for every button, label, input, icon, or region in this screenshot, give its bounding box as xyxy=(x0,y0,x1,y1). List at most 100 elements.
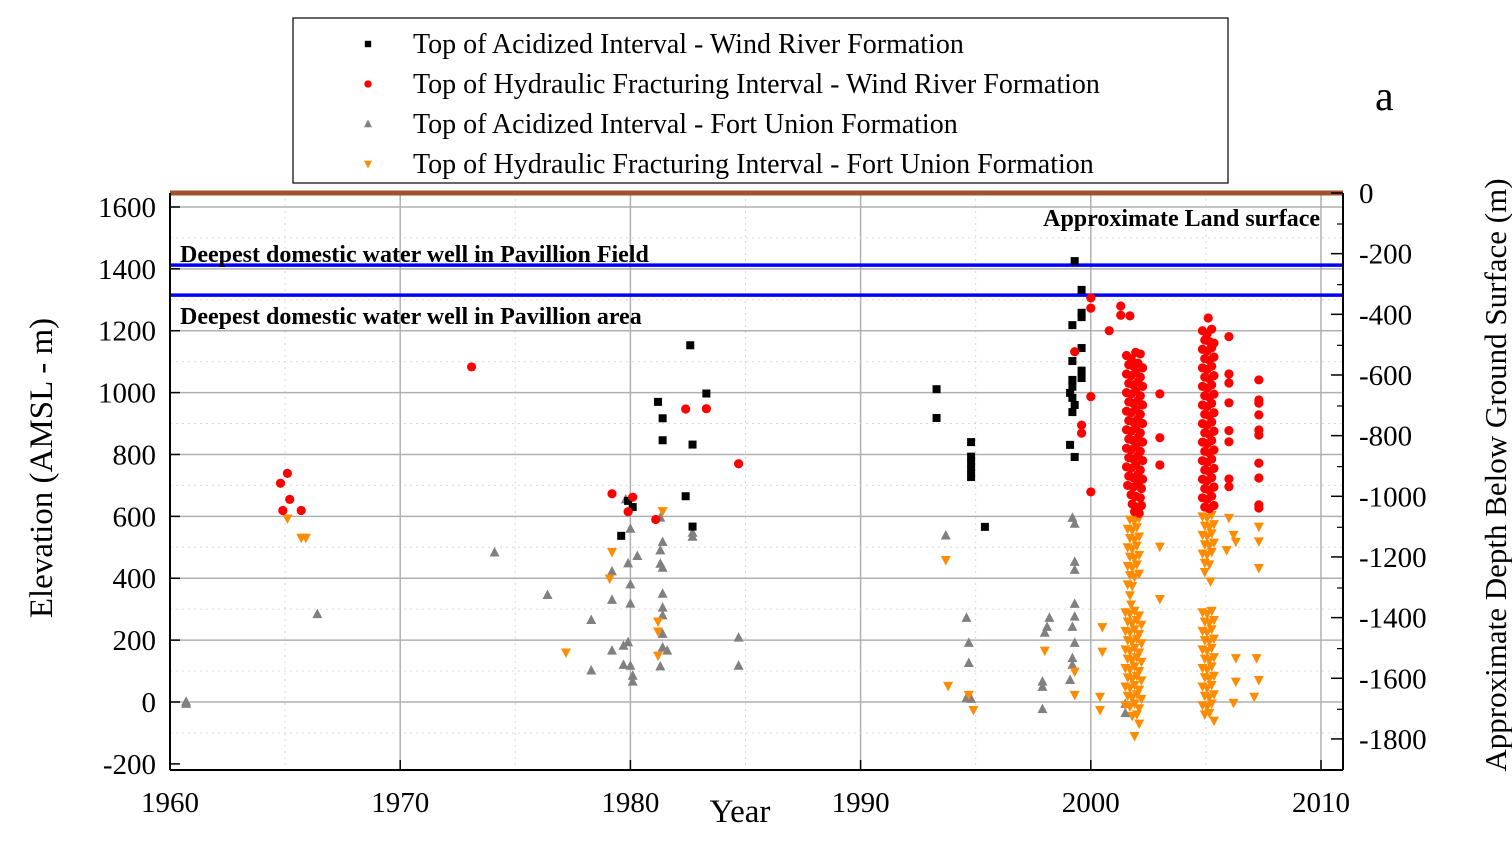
data-point-triangle-down xyxy=(1230,677,1241,688)
data-point-triangle-up xyxy=(618,640,629,650)
y-tick-label: 400 xyxy=(113,563,157,595)
data-point-triangle-up xyxy=(181,698,192,708)
data-point-circle xyxy=(1136,483,1147,494)
data-point-triangle-up xyxy=(632,550,643,560)
y-tick-label: 1200 xyxy=(98,316,156,348)
data-point-circle xyxy=(1086,392,1096,402)
data-point-triangle-down xyxy=(1249,692,1260,703)
data-point-triangle-down xyxy=(1095,692,1106,703)
data-point-circle xyxy=(1224,482,1234,492)
data-point-circle xyxy=(1224,369,1234,379)
data-point-triangle-up xyxy=(733,632,744,642)
data-point-triangle-down xyxy=(1204,708,1215,719)
data-point-triangle-up xyxy=(1037,681,1048,691)
data-point-triangle-up xyxy=(1044,612,1055,622)
data-point-triangle-up xyxy=(687,531,698,541)
data-point-circle xyxy=(1207,435,1217,446)
data-point-triangle-up xyxy=(1067,621,1078,631)
data-point-circle xyxy=(1224,474,1234,484)
data-point-circle xyxy=(681,404,691,414)
data-point-square xyxy=(1066,440,1075,449)
data-point-square xyxy=(702,389,711,398)
data-point-circle xyxy=(1209,482,1219,492)
data-point-triangle-down xyxy=(1206,529,1217,539)
data-point-triangle-up xyxy=(657,536,668,547)
data-point-circle xyxy=(1209,500,1219,511)
y-tick-label: 1400 xyxy=(98,254,156,286)
data-point-triangle-down xyxy=(1126,600,1137,611)
data-point-triangle-down xyxy=(1205,577,1216,587)
data-point-triangle-down xyxy=(1208,634,1219,645)
data-point-circle xyxy=(1076,428,1087,438)
data-point-triangle-down xyxy=(963,690,974,701)
data-point-circle xyxy=(1116,310,1126,320)
data-point-triangle-down xyxy=(1136,676,1147,686)
data-point-circle xyxy=(1254,398,1264,408)
data-point-square xyxy=(1077,308,1086,317)
data-point-triangle-down xyxy=(1134,551,1145,561)
data-point-circle xyxy=(1086,303,1096,313)
data-point-circle xyxy=(1209,426,1219,436)
data-point-circle xyxy=(1207,380,1217,390)
data-point-square xyxy=(658,414,667,423)
panel-label: a xyxy=(1375,74,1394,120)
data-point-triangle-up xyxy=(940,530,951,540)
data-point-triangle-down xyxy=(1228,530,1239,541)
data-point-circle xyxy=(1155,460,1165,470)
data-point-circle xyxy=(733,459,744,469)
data-point-square xyxy=(624,496,633,505)
y-tick-label: 200 xyxy=(113,625,157,657)
y-tick-label: 800 xyxy=(113,439,157,471)
data-point-triangle-up xyxy=(1069,564,1080,574)
data-point-circle xyxy=(1254,458,1264,468)
data-point-triangle-up xyxy=(657,602,668,612)
data-point-triangle-down xyxy=(1206,625,1217,635)
legend-label: Top of Acidized Interval - Wind River Fo… xyxy=(413,29,964,60)
y-tick-label: 1000 xyxy=(98,378,156,410)
data-point-triangle-down xyxy=(1230,654,1241,664)
data-point-circle xyxy=(1224,378,1234,388)
data-point-triangle-down xyxy=(1208,671,1219,682)
data-point-triangle-up xyxy=(625,660,636,670)
x-tick-label: 1970 xyxy=(371,787,429,819)
data-point-triangle-up xyxy=(1120,707,1131,718)
data-point-circle xyxy=(296,505,306,516)
axes: 1960 1970 1980 1990 2000 2010 -200 0 200 400 600 80… xyxy=(98,178,1427,819)
data-point-square xyxy=(1070,257,1079,266)
data-point-square xyxy=(1077,313,1086,322)
data-point-circle xyxy=(1137,363,1148,373)
data-point-triangle-down xyxy=(1134,569,1145,580)
data-point-circle xyxy=(1254,503,1264,513)
data-point-triangle-down xyxy=(657,507,668,517)
legend-marker-triangle-up xyxy=(364,119,372,128)
data-point-triangle-down xyxy=(604,574,615,585)
data-point-triangle-down xyxy=(1136,639,1147,649)
data-point-triangle-down xyxy=(1206,643,1217,654)
data-point-circle xyxy=(1207,361,1217,371)
data-point-triangle-up xyxy=(662,645,673,655)
x-tick-label: 2010 xyxy=(1292,787,1350,819)
data-point-square xyxy=(617,531,626,540)
data-point-triangle-up xyxy=(627,670,638,680)
data-point-triangle-down xyxy=(1127,581,1138,592)
grid xyxy=(170,193,1343,770)
data-point-triangle-down xyxy=(1136,620,1147,631)
data-point-triangle-down xyxy=(1136,694,1147,705)
data-point-circle xyxy=(1116,301,1126,311)
legend-marker-triangle-down xyxy=(364,160,372,169)
data-point-square xyxy=(967,465,976,474)
data-point-triangle-down xyxy=(1253,676,1264,686)
y2-tick-label: -400 xyxy=(1359,299,1412,331)
data-point-circle xyxy=(1207,417,1217,427)
data-point-triangle-down xyxy=(1208,538,1219,549)
data-point-triangle-down xyxy=(1206,662,1217,672)
legend-marker-square xyxy=(364,40,372,48)
data-point-circle xyxy=(466,362,477,372)
data-point-circle xyxy=(1135,493,1145,503)
data-point-triangle-up xyxy=(586,614,597,625)
data-point-triangle-down xyxy=(1129,732,1140,742)
data-point-triangle-up xyxy=(963,637,974,647)
x-tick-label: 1960 xyxy=(141,787,199,819)
data-point-circle xyxy=(1209,463,1219,474)
x-tick-label: 1990 xyxy=(832,787,890,819)
